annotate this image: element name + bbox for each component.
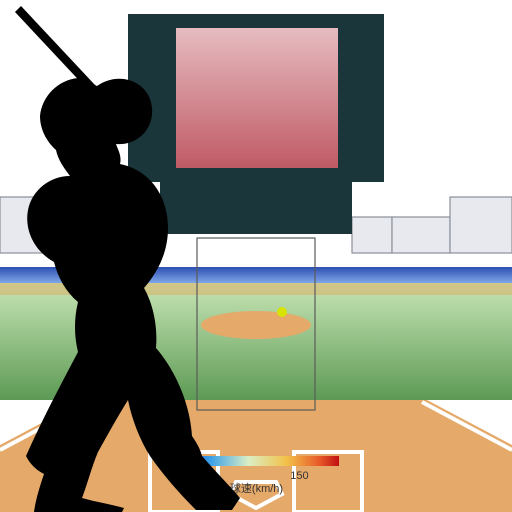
pitch-location-figure: 100150球速(km/h) — [0, 0, 512, 512]
stands-tier — [352, 217, 392, 253]
stands-tier — [392, 217, 450, 253]
scoreboard-screen — [176, 28, 338, 168]
pitchers-mound — [201, 311, 311, 339]
pitch-marker — [277, 307, 287, 317]
speed-tick-label: 150 — [290, 470, 308, 482]
scoreboard-base — [160, 182, 352, 234]
stands-tier — [450, 197, 512, 253]
speed-axis-label: 球速(km/h) — [230, 481, 283, 495]
